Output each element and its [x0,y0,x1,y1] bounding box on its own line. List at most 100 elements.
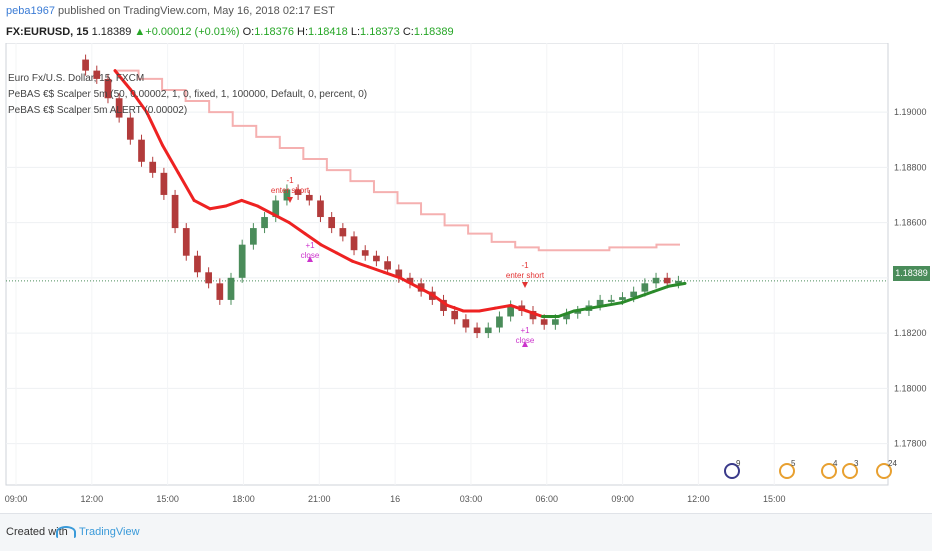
fast-line-segment [240,198,259,208]
x-tick-label: 16 [390,494,400,504]
signal-label: enter short [271,186,310,195]
candle [350,236,358,251]
fast-line-segment [271,212,291,225]
high-label: H: [297,26,309,38]
candle [126,117,134,140]
event-flag-icon[interactable] [724,463,740,479]
candle [373,255,380,262]
x-tick-label: 12:00 [81,494,104,504]
candle [160,172,168,195]
event-count: 3 [854,459,859,468]
fast-line-segment [176,171,196,202]
candle [619,297,626,300]
brand-name: TradingView [79,526,140,538]
fast-line-segment [414,284,434,296]
x-tick-label: 12:00 [687,494,710,504]
x-tick-label: 18:00 [232,494,255,504]
tradingview-cloud-icon [56,526,76,539]
candle [93,70,101,79]
low-value: 1.18373 [360,26,400,38]
candle [675,280,682,284]
candle [540,319,548,325]
fast-line-segment [572,306,592,313]
candle [294,189,302,195]
fast-line-segment [430,292,449,307]
legend-study-2[interactable]: PeBAS €$ Scalper 5m ALERT (0.00002) [8,105,188,116]
candle [574,310,582,314]
event-flag-icon[interactable] [876,463,892,479]
stop-line [115,69,680,252]
candle [138,139,145,162]
event-flag-icon[interactable] [842,463,858,479]
event-flag-icon[interactable] [779,463,795,479]
open-label: O: [242,26,255,38]
legend-study-1[interactable]: PeBAS €$ Scalper 5m (50, 0.00002, 1, 0, … [8,89,368,100]
signal-arrow-icon [522,282,528,288]
fast-line-segment [319,243,339,255]
y-tick-label: 1.18000 [894,383,927,393]
y-tick-label: 1.18600 [894,218,927,228]
candle [317,200,324,218]
symbol-label[interactable]: FX:EURUSD, 15 [6,26,89,38]
fast-line-segment [366,265,386,274]
fast-line-segment [509,303,529,313]
candle [104,78,112,99]
event-flag-icon[interactable] [821,463,837,479]
fast-line-segment [446,303,465,313]
event-count: 5 [791,459,796,468]
x-tick-label: 03:00 [460,494,483,504]
fast-line-segment [161,143,180,175]
candle [328,217,336,229]
candle [115,98,123,118]
candle [607,299,615,302]
fast-line-segment [493,303,513,310]
candle [663,277,671,284]
candle [182,228,190,256]
event-count: 9 [736,459,741,468]
fast-line-segment [256,204,275,216]
price-chart[interactable]: 1.190001.188001.186001.184001.182001.180… [0,43,932,513]
fast-line-segment [398,276,418,288]
candle [641,283,649,292]
fast-line-segment [351,259,370,269]
fast-line-segment [525,309,544,318]
x-tick-label: 15:00 [763,494,786,504]
signal-qty: -1 [286,176,294,185]
candle [238,244,246,278]
high-value: 1.18418 [308,26,348,38]
candle [552,319,559,325]
fast-line-segment [588,303,608,310]
signal-arrow-icon [307,256,313,262]
publish-info: peba1967 published on TradingView.com, M… [6,5,335,17]
candle [652,277,660,284]
signal-label: enter short [506,271,545,280]
candle [205,272,212,284]
created-with-label: Created with [6,526,68,538]
fast-line-segment [604,301,624,307]
last-price: 1.18389 [91,26,132,38]
fast-line-segment [303,232,323,247]
quote-bar: FX:EURUSD, 15 1.18389 ▲+0.00012 (+0.01%)… [6,26,454,38]
publisher-link[interactable]: peba1967 [6,5,55,17]
fast-line-segment [556,309,576,318]
candle [216,283,224,300]
signal-arrow-icon [287,197,293,203]
candle [305,194,313,201]
fast-line-segment [335,251,354,263]
candle [406,277,414,284]
candle [250,228,257,245]
candle [227,277,235,300]
fast-line-segment [192,198,212,211]
candle [395,269,403,278]
y-tick-label: 1.17800 [894,439,927,449]
legend-title[interactable]: Euro Fx/U.S. Dollar, 15, FXCM [8,73,145,84]
publish-text: published on TradingView.com, May 16, 20… [58,5,335,17]
candle [339,228,347,237]
event-count: 24 [888,459,897,468]
signal-qty: +1 [305,241,315,250]
fast-line-segment [620,295,639,305]
x-tick-label: 06:00 [536,494,559,504]
plot-area[interactable] [5,43,889,486]
candle [261,217,268,229]
tradingview-logo[interactable]: TradingView [56,526,140,539]
